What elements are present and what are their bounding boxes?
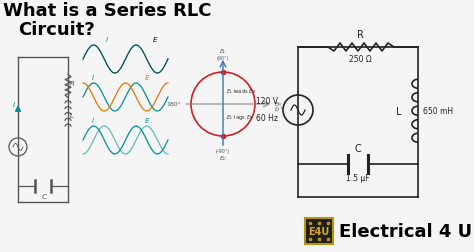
Text: Circuit?: Circuit? — [18, 21, 95, 39]
Text: L: L — [70, 113, 74, 118]
Text: 1.5 μF: 1.5 μF — [346, 173, 370, 182]
Text: 250 Ω: 250 Ω — [349, 55, 372, 64]
Text: $E_L$ leads $E_R$: $E_L$ leads $E_R$ — [226, 87, 256, 96]
Text: $E_C$: $E_C$ — [219, 153, 228, 162]
Text: E4U: E4U — [309, 226, 329, 236]
Text: (-90°): (-90°) — [216, 148, 230, 153]
Text: R: R — [70, 81, 75, 87]
FancyBboxPatch shape — [305, 218, 333, 244]
Text: I: I — [92, 117, 94, 123]
Text: 180°: 180° — [166, 102, 181, 107]
Text: E: E — [145, 75, 149, 81]
Text: $(0°)$: $(0°)$ — [274, 105, 285, 114]
Text: I: I — [92, 75, 94, 81]
Text: E: E — [153, 37, 157, 43]
Text: 60 Hz: 60 Hz — [256, 114, 278, 122]
Text: Electrical 4 U: Electrical 4 U — [339, 222, 472, 240]
Text: 650 mH: 650 mH — [423, 107, 453, 116]
Text: $E_L$: $E_L$ — [219, 47, 227, 56]
Text: R: R — [357, 30, 364, 40]
Text: C: C — [42, 193, 46, 199]
Text: 120 V: 120 V — [256, 97, 278, 106]
Text: L: L — [396, 106, 402, 116]
Text: E: E — [145, 117, 149, 123]
Text: What is a Series RLC: What is a Series RLC — [3, 2, 211, 20]
Text: I: I — [106, 37, 108, 43]
Text: $E_R$: $E_R$ — [274, 100, 283, 109]
Text: $E_C$ lags $E_R$: $E_C$ lags $E_R$ — [226, 113, 254, 121]
Text: I: I — [13, 102, 15, 108]
Text: (90°): (90°) — [217, 56, 229, 61]
Text: C: C — [355, 143, 361, 153]
